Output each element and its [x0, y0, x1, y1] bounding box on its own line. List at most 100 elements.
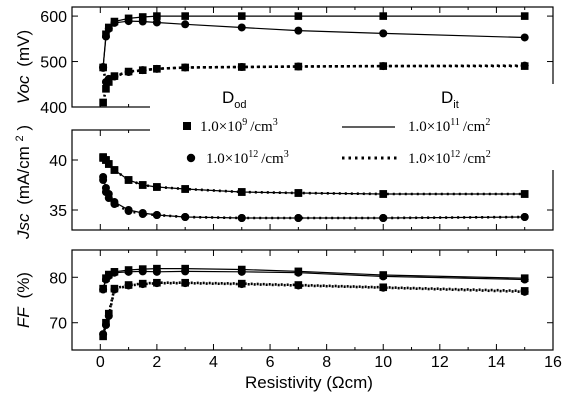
voc-series-3-line [101, 64, 525, 85]
legend-dotted-a: 1.0×10 [408, 151, 450, 167]
x-tick-label: 8 [322, 354, 331, 371]
jsc-y-tick-label: 40 [49, 153, 67, 170]
jsc-series-3-point [294, 214, 303, 222]
legend-solid-exp: 11 [450, 117, 460, 128]
jsc-series-2-point [138, 181, 147, 189]
x-tick-label: 6 [266, 354, 275, 371]
ff-series-3-point [237, 280, 246, 289]
legend-circle-exp: 12 [248, 149, 258, 160]
voc-series-0-point [181, 12, 189, 20]
legend-solid-b: /cm [463, 119, 486, 135]
jsc-symbol: Jsc [14, 213, 33, 240]
x-axis-label: Resistivity (Ωcm) [245, 373, 373, 392]
voc-series-1-point [181, 20, 190, 29]
voc-series-1-line [102, 20, 525, 68]
jsc-unit-exp: 2 [14, 135, 26, 141]
voc-series-3-point [294, 62, 303, 71]
legend-dotted-b: /cm [463, 151, 486, 167]
jsc-series-3-point [124, 207, 133, 215]
ff-series-1-point [237, 267, 246, 276]
jsc-series-2-point [294, 189, 303, 197]
jsc-series-3-point [104, 194, 113, 202]
tick-layer: 400 500 600 35 40 70 80 0 2 4 6 8 10 12 14 16 [40, 7, 562, 371]
voc-series-3-point [181, 63, 190, 72]
ff-series-3-point [110, 285, 119, 294]
ff-series-3-point [124, 281, 133, 290]
voc-series-1-point [101, 32, 110, 41]
legend-square-a: 1.0×10 [200, 119, 242, 135]
ff-series-3-point [104, 311, 113, 320]
legend-solid-unit-exp: 2 [485, 117, 490, 128]
jsc-series-2-point [124, 176, 133, 184]
x-tick-label: 16 [544, 354, 562, 371]
voc-series-1-point [124, 17, 133, 26]
voc-series-1-point [237, 23, 246, 32]
ff-unit: (%) [14, 272, 33, 298]
y-axis-label-voc: Voc (mV) [14, 30, 33, 104]
voc-series-0-point [379, 12, 388, 20]
ff-series-1-point [152, 267, 161, 276]
jsc-series-3-point [520, 213, 529, 221]
legend-square-marker [183, 122, 191, 130]
ff-series-3-line [101, 281, 525, 335]
legend-solid-label: 1.0×1011/cm2 [408, 117, 490, 135]
jsc-y-tick-label: 35 [49, 203, 67, 220]
legend-circle-unit-exp: 3 [284, 149, 289, 160]
jsc-series-3-point [138, 210, 147, 218]
legend-dit-header: Dit [441, 88, 459, 111]
ff-symbol: FF [14, 306, 33, 328]
voc-y-tick-label: 400 [40, 100, 67, 117]
jsc-series-3-point [181, 213, 190, 221]
jsc-series-2-point [104, 160, 113, 168]
voc-symbol: Voc [14, 75, 33, 104]
legend-square-exp: 9 [242, 117, 247, 128]
series-layer [99, 12, 529, 341]
legend-dotted-label: 1.0×1012/cm2 [408, 149, 491, 167]
legend-square-b: /cm [250, 119, 273, 135]
ff-series-3-point [152, 279, 161, 288]
jsc-unit: (mA/cm [14, 146, 33, 205]
jsc-series-2-point [102, 156, 110, 164]
ff-series-1-point [124, 267, 133, 276]
legend-dotted-exp: 12 [450, 149, 460, 160]
x-tick-label: 10 [374, 354, 392, 371]
jsc-series-2-point [379, 190, 388, 198]
voc-series-2-point [99, 98, 107, 107]
jsc-series-3-line [101, 179, 525, 220]
legend-circle-a: 1.0×10 [206, 151, 248, 167]
ff-panel-frame [71, 249, 554, 351]
jsc-unit-close: ) [14, 125, 33, 131]
voc-series-1-point [520, 33, 529, 42]
legend-dod-header: Dod [222, 88, 247, 111]
ff-series-1-point [181, 267, 190, 276]
legend-dit-letter: D [441, 88, 453, 107]
legend-circle-b: /cm [261, 151, 284, 167]
y-axis-label-jsc: Jsc (mA/cm 2 ) [8, 125, 33, 240]
ff-series-1-point [99, 285, 108, 294]
legend-dod-letter: D [222, 88, 234, 107]
voc-series-3-point [110, 72, 119, 81]
voc-series-0-line [102, 15, 525, 68]
ff-series-1-point [110, 268, 119, 277]
x-tick-label: 4 [209, 354, 218, 371]
voc-series-0-point [237, 12, 246, 20]
voc-series-1-point [104, 24, 113, 33]
voc-series-3-point [237, 63, 246, 71]
voc-series-1-point [152, 18, 161, 27]
voc-series-3-point [138, 66, 147, 75]
jsc-series-2-point [181, 185, 189, 193]
jsc-series-2-point [153, 183, 161, 191]
voc-series-3-point [520, 61, 529, 70]
legend-dod-sub: od [234, 99, 246, 111]
x-tick-label: 14 [488, 354, 506, 371]
x-tick-label: 12 [431, 354, 449, 371]
jsc-series-3-point [110, 200, 119, 208]
voc-series-3-point [99, 63, 108, 72]
jsc-series-1-line [102, 176, 525, 219]
ff-series-1-point [294, 268, 303, 277]
ff-series-3-point [520, 287, 529, 296]
jsc-series-3-point [379, 214, 388, 222]
legend-square-unit-exp: 3 [273, 117, 278, 128]
ff-series-1-point [520, 275, 529, 284]
